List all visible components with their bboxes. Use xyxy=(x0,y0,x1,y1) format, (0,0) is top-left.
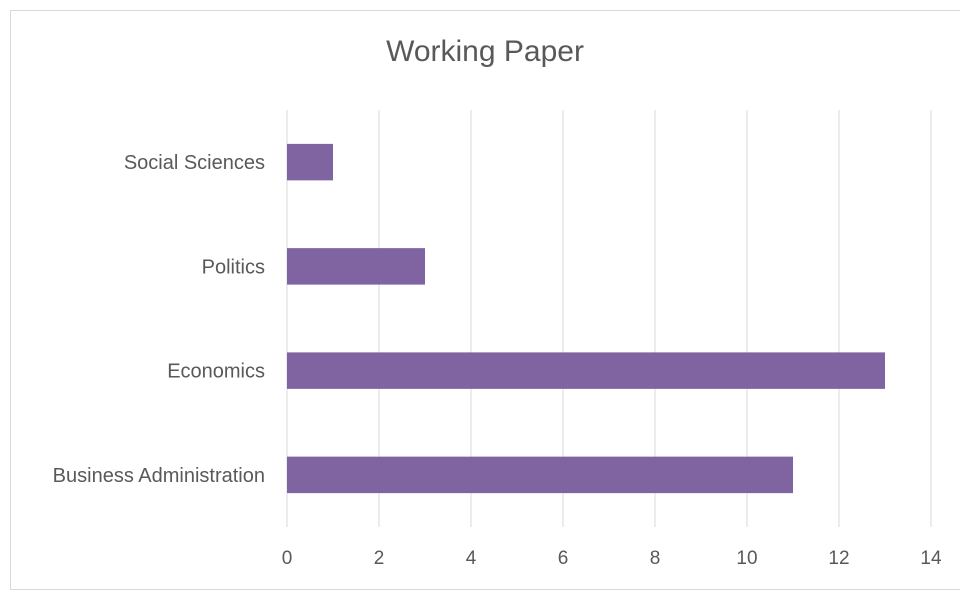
bars xyxy=(287,143,885,494)
category-label-economics: Economics xyxy=(167,361,265,383)
x-tick-label-10: 10 xyxy=(736,548,757,569)
category-label-politics: Politics xyxy=(202,256,265,278)
category-label-business-administration: Business Administration xyxy=(53,465,265,487)
chart-title: Working Paper xyxy=(386,35,584,68)
chart-frame xyxy=(10,10,960,590)
category-label-social-sciences: Social Sciences xyxy=(124,152,265,174)
bar-business-administration xyxy=(287,456,793,494)
bar-economics xyxy=(287,352,885,389)
category-labels: Business Administration Economics Politics… xyxy=(53,152,265,487)
x-tick-label-4: 4 xyxy=(466,548,477,569)
x-tick-label-0: 0 xyxy=(282,548,293,569)
x-tick-label-2: 2 xyxy=(374,548,385,569)
bar-social-sciences xyxy=(287,143,333,181)
x-tick-label-14: 14 xyxy=(920,548,942,569)
x-tick-label-8: 8 xyxy=(650,548,661,569)
x-tick-label-12: 12 xyxy=(828,548,849,569)
bar-politics xyxy=(287,248,425,285)
x-tick-label-6: 6 xyxy=(558,548,569,569)
x-tick-labels: 0 2 4 6 8 10 12 14 xyxy=(282,548,942,569)
